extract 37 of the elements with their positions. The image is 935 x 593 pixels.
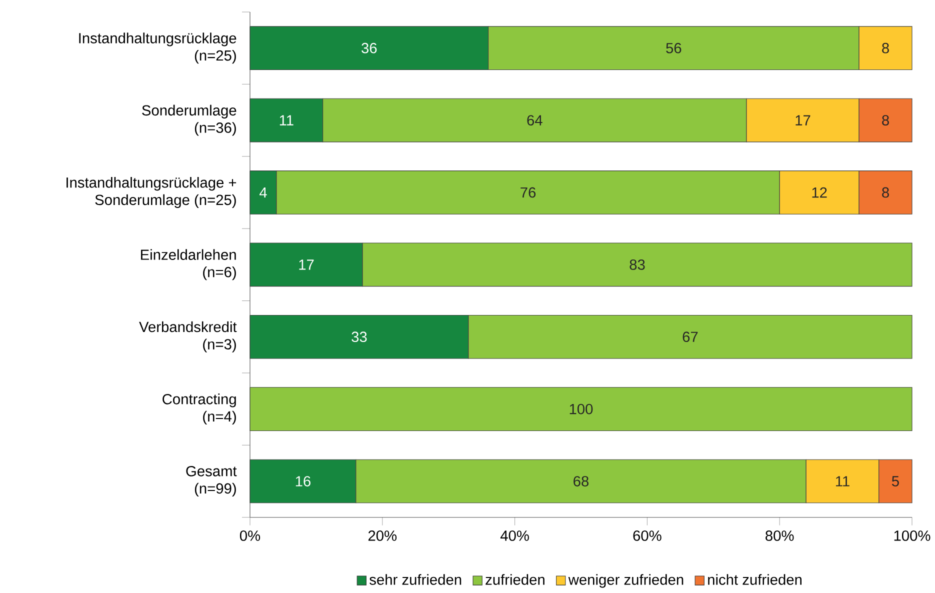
y-tick-label: Instandhaltungsrücklage (n=25) <box>79 32 236 64</box>
data-label: 17 <box>796 115 810 126</box>
legend-label: sehr zufrieden <box>370 574 462 585</box>
y-tick-label: Contracting (n=4) <box>162 394 236 425</box>
legend-label: zufrieden <box>486 574 544 585</box>
data-label: 68 <box>574 476 589 486</box>
y-tick-label: Einzeldarlehen (n=6) <box>141 249 236 280</box>
data-label: 4 <box>260 187 267 198</box>
x-tick-label: 20% <box>368 530 397 541</box>
data-label: 83 <box>630 259 645 270</box>
legend-label: nicht zufrieden <box>708 574 802 585</box>
x-tick-label: 0% <box>240 530 260 541</box>
data-label: 8 <box>882 42 889 54</box>
x-tick-label: 100% <box>894 530 930 541</box>
data-label: 11 <box>280 115 294 126</box>
data-label: 33 <box>352 332 367 342</box>
legend-label: weniger zufrieden <box>568 574 684 588</box>
x-tick-label: 60% <box>633 530 662 541</box>
data-label: 11 <box>836 476 850 486</box>
data-label: 16 <box>296 476 310 486</box>
y-tick-label: Verbandskredit (n=3) <box>139 321 237 352</box>
y-tick-label: Instandhaltungsrücklage + Sonderumlage (n=25) <box>66 176 236 208</box>
data-label: 100 <box>570 404 593 414</box>
data-label: 8 <box>882 115 889 126</box>
y-tick-label: Sonderumlage (n=36) <box>142 104 236 136</box>
data-label: 12 <box>812 187 827 198</box>
data-label: 5 <box>892 476 899 486</box>
data-label: 64 <box>527 115 542 126</box>
x-tick-label: 40% <box>500 530 529 541</box>
data-label: 76 <box>520 187 536 198</box>
data-label: 36 <box>362 42 377 54</box>
data-label: 17 <box>299 260 314 270</box>
data-label: 56 <box>666 42 682 54</box>
x-tick-label: 80% <box>766 530 794 541</box>
y-tick-label: Gesamt (n=99) <box>186 466 237 497</box>
data-label: 8 <box>882 187 889 198</box>
data-label: 67 <box>682 332 698 342</box>
